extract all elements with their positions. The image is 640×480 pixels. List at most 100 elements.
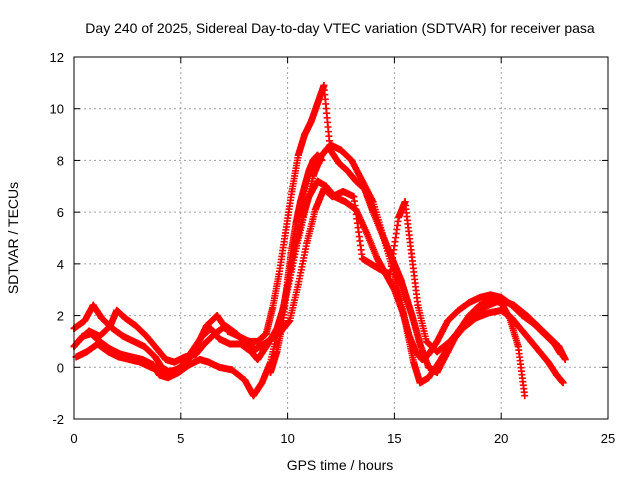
- data-point: [416, 379, 424, 387]
- data-point: [510, 301, 518, 309]
- data-point: [311, 206, 319, 214]
- data-point: [523, 312, 531, 320]
- data-point: [403, 327, 411, 335]
- data-point: [433, 337, 441, 345]
- data-point: [326, 146, 334, 154]
- x-tick-label: 5: [177, 431, 184, 446]
- data-point: [222, 322, 230, 330]
- data-point: [85, 327, 93, 335]
- data-point: [369, 208, 377, 216]
- data-point: [113, 306, 121, 314]
- data-point: [301, 208, 309, 216]
- data-point: [446, 337, 454, 345]
- data-point: [254, 337, 262, 345]
- data-point: [472, 309, 480, 317]
- data-point: [459, 322, 467, 330]
- data-point: [454, 306, 462, 314]
- data-point: [215, 335, 223, 343]
- data-point: [559, 379, 567, 387]
- data-point: [410, 358, 418, 366]
- data-point: [260, 340, 268, 348]
- data-point: [380, 234, 388, 242]
- data-point: [544, 332, 552, 340]
- data-point: [373, 255, 381, 263]
- data-point: [343, 167, 351, 175]
- data-point: [403, 296, 411, 304]
- data-point: [151, 353, 159, 361]
- data-point: [228, 366, 236, 374]
- data-point: [395, 213, 403, 221]
- data-point: [249, 392, 257, 400]
- data-point: [416, 340, 424, 348]
- data-point: [241, 376, 249, 384]
- data-point: [119, 332, 127, 340]
- data-point: [81, 317, 89, 325]
- data-point: [192, 350, 200, 358]
- data-point: [232, 330, 240, 338]
- data-point: [350, 193, 358, 201]
- data-point: [320, 81, 328, 89]
- data-point: [181, 353, 189, 361]
- data-point: [153, 345, 161, 353]
- series-track-3: [72, 81, 529, 400]
- x-tick-label: 20: [494, 431, 508, 446]
- data-point: [309, 156, 317, 164]
- data-point: [328, 193, 336, 201]
- y-tick-label: 6: [57, 205, 64, 220]
- series-track-4: [74, 185, 569, 366]
- data-point: [89, 301, 97, 309]
- data-point: [348, 156, 356, 164]
- data-point: [200, 340, 208, 348]
- data-point: [143, 332, 151, 340]
- data-point: [335, 159, 343, 167]
- data-point: [514, 343, 522, 351]
- y-tick-label: 10: [50, 102, 64, 117]
- data-point: [254, 356, 262, 364]
- y-tick-label: 0: [57, 360, 64, 375]
- data-point: [301, 182, 309, 190]
- x-tick-label: 10: [280, 431, 294, 446]
- data-point: [352, 177, 360, 185]
- data-point: [320, 185, 328, 193]
- data-point: [561, 356, 569, 364]
- data-point: [275, 270, 283, 278]
- data-point: [286, 317, 294, 325]
- data-point: [202, 322, 210, 330]
- series-track-5: [267, 151, 326, 376]
- data-point: [337, 146, 345, 154]
- chart-title: Day 240 of 2025, Sidereal Day-to-day VTE…: [85, 20, 595, 36]
- data-point: [140, 343, 148, 351]
- data-point: [367, 260, 375, 268]
- data-point: [519, 327, 527, 335]
- data-point: [534, 322, 542, 330]
- data-point: [318, 156, 326, 164]
- data-point: [305, 167, 313, 175]
- y-tick-label: 4: [57, 257, 64, 272]
- data-point: [104, 348, 112, 356]
- data-point: [132, 322, 140, 330]
- data-point: [484, 309, 492, 317]
- data-point: [130, 337, 138, 345]
- y-axis-label: SDTVAR / TECUs: [5, 182, 21, 294]
- data-point: [106, 322, 114, 330]
- y-tick-label: 12: [50, 50, 64, 65]
- data-point: [358, 255, 366, 263]
- data-point: [121, 314, 129, 322]
- data-point: [136, 358, 144, 366]
- data-point: [386, 270, 394, 278]
- data-point: [147, 363, 155, 371]
- data-point: [484, 301, 492, 309]
- data-point: [296, 198, 304, 206]
- data-point: [243, 340, 251, 348]
- data-point: [258, 379, 266, 387]
- data-point: [497, 296, 505, 304]
- data-point: [314, 151, 322, 159]
- data-point: [74, 337, 82, 345]
- data-point: [252, 345, 260, 353]
- data-point: [301, 131, 309, 139]
- data-point: [173, 366, 181, 374]
- data-point: [211, 330, 219, 338]
- data-point: [397, 275, 405, 283]
- data-point: [527, 337, 535, 345]
